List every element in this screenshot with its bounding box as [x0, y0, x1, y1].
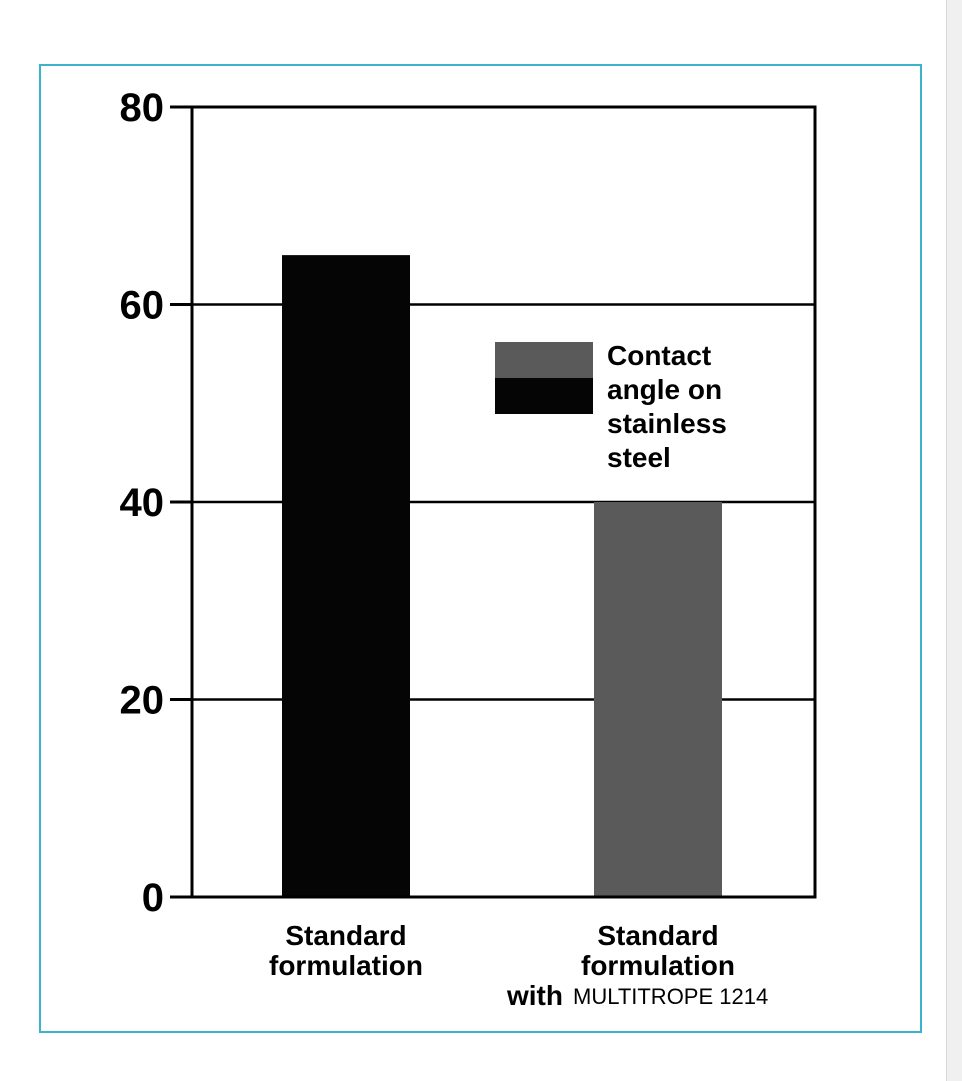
bar-1 — [282, 255, 410, 897]
scrollbar-track[interactable] — [946, 0, 962, 1081]
bar-layer — [282, 255, 722, 897]
legend-label: Contact — [607, 340, 711, 371]
x-tick-label: Standard — [285, 920, 406, 951]
chart-frame — [39, 64, 922, 1033]
y-axis-ticks: 0 20 40 60 80 — [120, 86, 192, 920]
legend-label: stainless — [607, 408, 727, 439]
x-axis-labels: StandardformulationStandardformulationwi… — [269, 920, 768, 1011]
legend-swatch — [495, 342, 593, 378]
legend-label: angle on — [607, 374, 722, 405]
y-tick-label: 20 — [120, 679, 165, 723]
bar-2 — [594, 502, 722, 897]
x-tick-label: Standard — [597, 920, 718, 951]
legend-label: steel — [607, 442, 671, 473]
legend-swatch — [495, 378, 593, 414]
x-tick-label: formulation — [269, 950, 423, 981]
y-tick-label: 60 — [120, 284, 165, 328]
y-tick-label: 40 — [120, 481, 165, 525]
x-tick-label: with — [506, 980, 563, 1011]
x-tick-label-suffix: MULTITROPE 1214 — [573, 984, 768, 1009]
x-tick-label: formulation — [581, 950, 735, 981]
y-tick-label: 80 — [120, 86, 165, 130]
y-tick-label: 0 — [142, 876, 164, 920]
